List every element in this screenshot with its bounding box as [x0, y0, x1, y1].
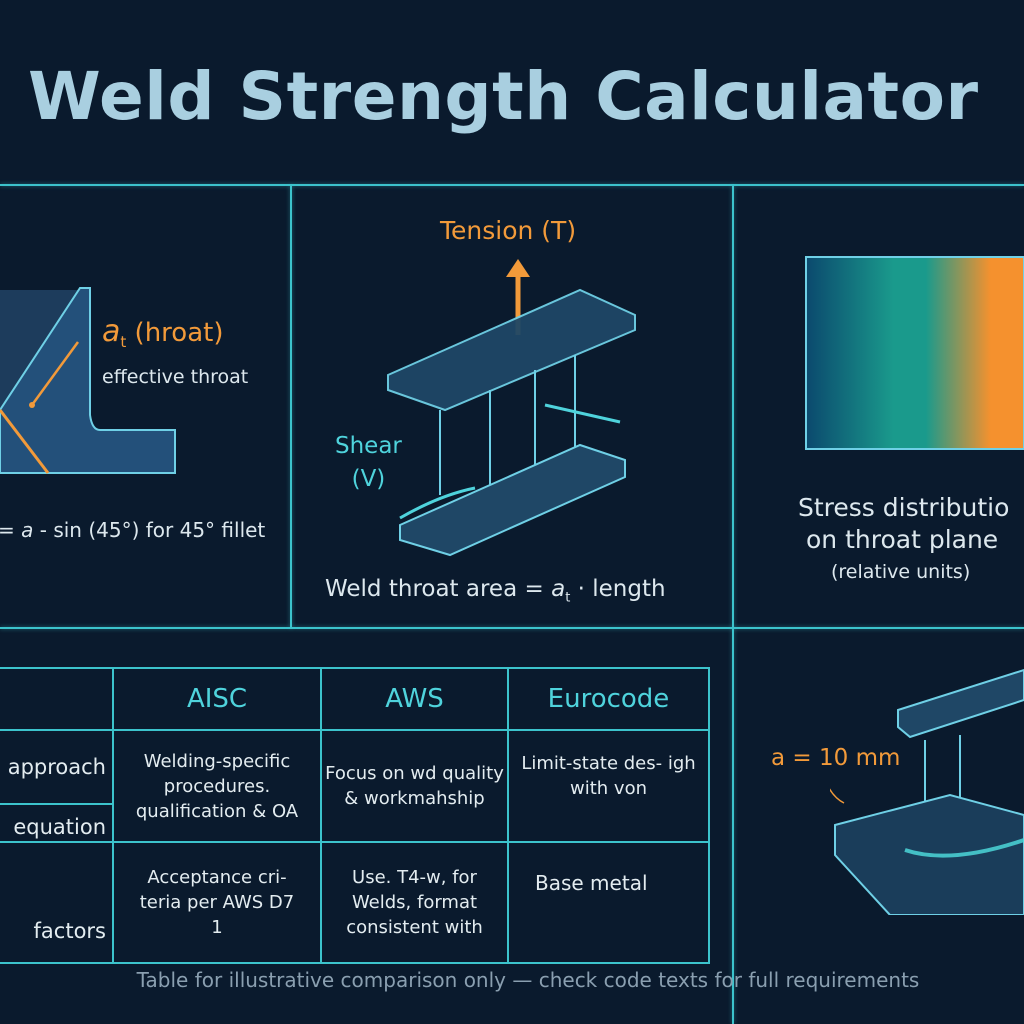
- table-cell: Welding-specific procedures. qualificati…: [112, 729, 322, 843]
- fillet-weld-diagram: [0, 287, 176, 474]
- throat-area-formula: Weld throat area = at · length: [325, 576, 666, 606]
- table-header-row: AISC AWS Eurocode: [0, 667, 710, 731]
- shear-line1: Shear: [335, 433, 402, 459]
- stress-caption-line2: on throat plane: [806, 525, 999, 554]
- throat-label: at (hroat): [102, 314, 224, 352]
- header-aws: AWS: [320, 667, 509, 731]
- i-beam-diagram: [387, 259, 636, 557]
- divider: [0, 184, 1024, 186]
- shear-label: Shear (V): [335, 430, 402, 496]
- divider: [0, 627, 1024, 629]
- stress-caption: Stress distributio on throat plane (rela…: [798, 492, 1009, 588]
- code-comparison-table: AISC AWS Eurocode approach Welding-speci…: [0, 667, 710, 964]
- throat-sublabel: effective throat: [102, 366, 249, 388]
- weld-size-label: a = 10 mm: [771, 745, 901, 771]
- shear-line2: (V): [351, 466, 386, 492]
- divider: [732, 185, 734, 1024]
- table-row: approach Welding-specific procedures. qu…: [0, 729, 710, 843]
- table-cell: Base metal: [507, 841, 710, 964]
- table-cell: Limit-state des- igh with von: [507, 729, 710, 843]
- table-cell: Acceptance cri- teria per AWS D7 1: [112, 841, 322, 964]
- row-label: factors: [0, 841, 114, 964]
- page-title: Weld Strength Calculator: [28, 58, 979, 135]
- table-row: factors Acceptance cri- teria per AWS D7…: [0, 841, 710, 964]
- table-cell: Focus on wd quality & workmahship: [320, 729, 509, 843]
- header-eurocode: Eurocode: [507, 667, 710, 731]
- stress-caption-line1: Stress distributio: [798, 493, 1010, 522]
- beam-weld-diagram: [830, 668, 1024, 915]
- footer-note: Table for illustrative comparison only —…: [136, 968, 920, 992]
- stress-caption-line3: (relative units): [831, 561, 971, 583]
- row-label: equation: [0, 803, 114, 843]
- header-aisc: AISC: [112, 667, 322, 731]
- divider: [290, 185, 292, 628]
- row-label: approach: [0, 729, 114, 805]
- table-row: equation: [0, 803, 709, 843]
- stress-distribution-map: [805, 256, 1024, 450]
- table-cell: Use. T4-w, for Welds, format consistent …: [320, 841, 509, 964]
- throat-formula: = a - sin (45°) for 45° fillet: [0, 518, 266, 542]
- tension-label: Tension (T): [440, 216, 577, 245]
- header-empty: [0, 667, 114, 731]
